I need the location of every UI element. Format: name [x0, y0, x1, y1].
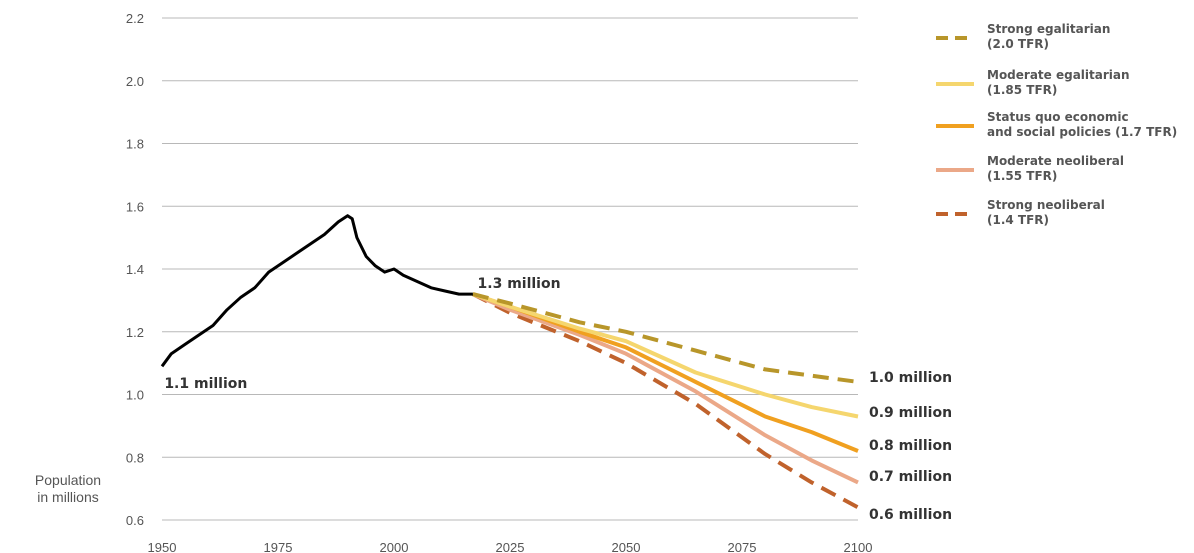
x-tick-labels: 1950 1975 2000 2025 2050 2075 2100 [148, 540, 873, 553]
gridlines [162, 17, 858, 521]
y-axis-label-line1: Population [35, 472, 101, 488]
legend-label-2: Status quo economic [987, 110, 1129, 124]
y-tick-label: 1.4 [126, 262, 144, 277]
series-line-3 [472, 292, 859, 485]
y-tick-label: 2.2 [126, 11, 144, 26]
series-layer [471, 292, 859, 510]
legend-label-1: (1.85 TFR) [987, 83, 1057, 97]
x-tick-label: 2050 [612, 540, 641, 553]
end-label-2: 0.8 million [869, 438, 952, 454]
series-line-1 [472, 292, 859, 419]
end-label-4: 0.6 million [869, 507, 952, 523]
y-tick-labels: 0.6 0.8 1.0 1.2 1.4 1.6 1.8 2.0 2.2 [126, 11, 144, 528]
legend-label-1: Moderate egalitarian [987, 68, 1130, 82]
x-tick-label: 2100 [844, 540, 873, 553]
legend-label-4: (1.4 TFR) [987, 213, 1049, 227]
y-tick-label: 1.0 [126, 388, 144, 403]
x-tick-label: 2075 [728, 540, 757, 553]
end-label-0: 1.0 million [869, 370, 952, 386]
series-line-0 [472, 292, 859, 384]
annotations: 1.1 million 1.3 million [164, 276, 560, 392]
end-label-3: 0.7 million [869, 469, 952, 485]
annotation-0: 1.1 million [164, 376, 247, 392]
x-tick-label: 2000 [380, 540, 409, 553]
y-tick-label: 2.0 [126, 74, 144, 89]
y-axis-label: Population in millions [35, 472, 101, 505]
legend-label-3: Moderate neoliberal [987, 154, 1124, 168]
legend-label-0: Strong egalitarian [987, 22, 1110, 36]
annotation-1: 1.3 million [478, 276, 561, 292]
y-tick-label: 0.8 [126, 450, 144, 465]
y-tick-label: 0.6 [126, 513, 144, 528]
end-labels: 1.0 million 0.9 million 0.8 million 0.7 mil… [869, 370, 952, 523]
historical-line [160, 214, 473, 368]
y-tick-label: 1.6 [126, 199, 144, 214]
legend-label-0: (2.0 TFR) [987, 37, 1049, 51]
y-tick-label: 1.8 [126, 137, 144, 152]
x-tick-label: 1975 [264, 540, 293, 553]
legend-label-4: Strong neoliberal [987, 198, 1105, 212]
historical-layer [160, 214, 473, 368]
y-axis-label-line2: in millions [37, 489, 98, 505]
y-tick-label: 1.2 [126, 325, 144, 340]
legend: Strong egalitarian(2.0 TFR) Moderate egal… [936, 22, 1177, 227]
legend-label-3: (1.55 TFR) [987, 169, 1057, 183]
series-line-4 [471, 292, 859, 510]
end-label-1: 0.9 million [869, 405, 952, 421]
x-tick-label: 2025 [496, 540, 525, 553]
legend-label-2: and social policies (1.7 TFR) [987, 125, 1177, 139]
x-tick-label: 1950 [148, 540, 177, 553]
